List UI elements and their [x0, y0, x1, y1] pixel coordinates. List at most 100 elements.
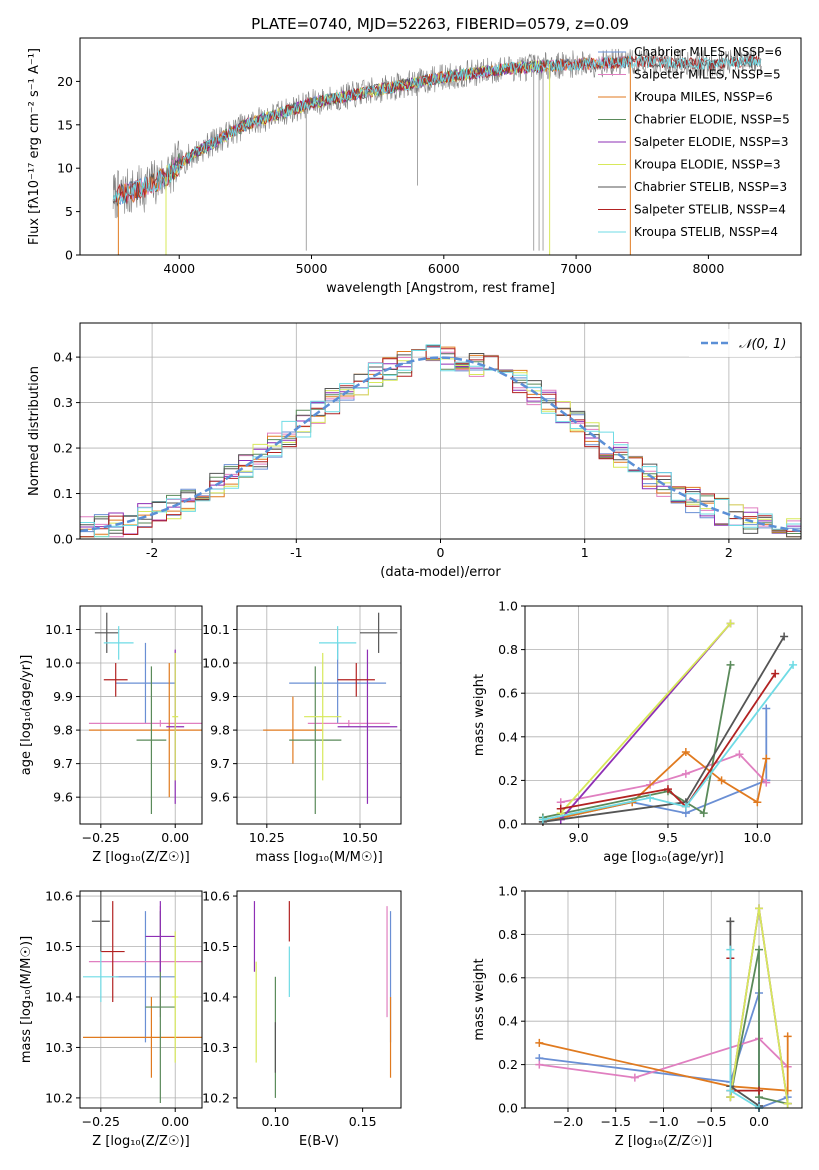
weight-vs-Z-line-chabrier-elodie — [729, 949, 788, 1105]
residuals-ytick-label: 0.2 — [53, 441, 73, 456]
weight-vs-age-point-kroupa-stelib — [681, 802, 690, 811]
spectrum-ylabel: Flux [fλ10⁻¹⁷ erg cm⁻² s⁻¹ A⁻¹] — [27, 48, 42, 245]
weight-vs-Z-xlabel: Z [log₁₀(Z/Z☉)] — [615, 1134, 712, 1149]
mass-vs-Z-xtick-label: −0.25 — [82, 1114, 120, 1129]
weight-vs-age-xtick-label: 9.0 — [569, 830, 589, 845]
mass-vs-EBV-ytick-label: 10.4 — [202, 989, 230, 1004]
age-vs-mass-ytick-label: 9.8 — [210, 723, 230, 738]
weight-vs-age-line-kroupa-elodie — [560, 622, 732, 814]
age-vs-mass-panel: 10.25 10.50 9.6 9.7 9.8 9.9 10.0 10.1 mass [log₁… — [202, 605, 402, 865]
age-vs-mass-plot-area — [263, 612, 398, 814]
spectrum-ytick-label: 0 — [65, 248, 73, 263]
age-vs-Z-panel: −0.25 0.00 9.6 9.7 9.8 9.9 10.0 10.1 Z [log₁₀(Z/… — [19, 605, 203, 865]
weight-vs-age-point-kroupa-stelib — [538, 815, 547, 824]
spectrum-xtick-label: 6000 — [428, 261, 460, 276]
age-vs-Z-xtick-label: −0.25 — [82, 830, 120, 845]
spectrum-legend-label: Salpeter STELIB, NSSP=4 — [634, 203, 786, 217]
weight-vs-age-point-chabrier-miles — [762, 704, 771, 713]
spectrum-legend-label: Chabrier STELIB, NSSP=3 — [634, 180, 787, 194]
weight-vs-Z-xtick-label: −2.0 — [553, 1114, 583, 1129]
spectrum-legend-label: Salpeter ELODIE, NSSP=3 — [634, 135, 789, 149]
weight-vs-Z-ylabel: mass weight — [472, 958, 487, 1040]
weight-vs-Z-ytick-label: 0.0 — [498, 1101, 518, 1116]
weight-vs-age-line-salpeter-stelib — [560, 673, 776, 810]
mass-vs-EBV-ytick-label: 10.2 — [202, 1090, 230, 1105]
weight-vs-Z-point-kroupa-miles — [783, 1032, 792, 1041]
weight-vs-age-line-kroupa-miles — [542, 750, 768, 823]
residuals-xtick-label: 1 — [581, 545, 589, 560]
mass-vs-EBV-panel: 0.10 0.15 10.2 10.3 10.4 10.5 10.6 E(B-V) — [202, 889, 402, 1149]
weight-vs-age-ytick-label: 0.4 — [498, 729, 518, 744]
weight-vs-Z-point-salpeter-miles — [535, 1060, 544, 1069]
weight-vs-age-point-chabrier-stelib — [780, 632, 789, 641]
weight-vs-age-ytick-label: 0.6 — [498, 686, 518, 701]
weight-vs-age-ytick-label: 0.2 — [498, 773, 518, 788]
spectrum-ytick-label: 5 — [65, 204, 73, 219]
spectrum-legend-label: Chabrier MILES, NSSP=6 — [634, 45, 782, 59]
weight-vs-age-point-chabrier-elodie — [726, 660, 735, 669]
weight-vs-Z-point-salpeter-miles — [630, 1073, 639, 1082]
residuals-xtick-label: 2 — [725, 545, 733, 560]
mass-vs-Z-ytick-label: 10.3 — [45, 1040, 73, 1055]
spectrum-legend-label: Salpeter MILES, NSSP=5 — [634, 68, 781, 82]
residuals-panel: -2 -1 0 1 2 0.0 0.1 0.2 0.3 0.4 (data-model)/error… — [27, 322, 802, 580]
weight-vs-age-point-kroupa-miles — [753, 798, 762, 807]
weight-vs-age-point-salpeter-miles — [762, 778, 771, 787]
mass-vs-Z-ytick-label: 10.5 — [45, 939, 73, 954]
mass-vs-EBV-xtick-label: 0.15 — [349, 1114, 377, 1129]
residuals-plot-area — [80, 344, 801, 538]
weight-vs-age-point-salpeter-miles — [735, 750, 744, 759]
weight-vs-Z-ytick-label: 0.4 — [498, 1014, 518, 1029]
weight-vs-age-frame — [524, 605, 803, 825]
age-vs-Z-xtick-label: 0.00 — [161, 830, 189, 845]
weight-vs-age-point-kroupa-stelib — [789, 660, 798, 669]
spectrum-xtick-label: 4000 — [163, 261, 195, 276]
weight-vs-age-point-salpeter-stelib — [663, 785, 672, 794]
mass-vs-EBV-xlabel: E(B-V) — [299, 1134, 339, 1149]
age-vs-Z-ytick-label: 9.6 — [53, 790, 73, 805]
age-vs-mass-ytick-label: 9.7 — [210, 756, 230, 771]
weight-vs-Z-xtick-label: −1.0 — [648, 1114, 678, 1129]
mass-vs-EBV-ytick-label: 10.5 — [202, 939, 230, 954]
age-vs-mass-ytick-label: 9.6 — [210, 790, 230, 805]
weight-vs-age-point-kroupa-miles — [681, 748, 690, 757]
weight-vs-age-xtick-label: 9.5 — [658, 830, 678, 845]
weight-vs-age-point-kroupa-elodie — [726, 619, 735, 628]
residuals-xtick-label: 0 — [437, 545, 445, 560]
age-vs-Z-ytick-label: 10.1 — [45, 622, 73, 637]
residuals-legend-label: 𝒩(0, 1) — [739, 337, 786, 352]
age-vs-Z-xlabel: Z [log₁₀(Z/Z☉)] — [92, 850, 189, 865]
weight-vs-age-point-salpeter-miles — [681, 769, 690, 778]
age-vs-Z-plot-area — [88, 612, 202, 814]
weight-vs-Z-point-kroupa-stelib — [726, 1086, 735, 1095]
mass-vs-EBV-ytick-label: 10.3 — [202, 1040, 230, 1055]
mass-vs-Z-ytick-label: 10.2 — [45, 1090, 73, 1105]
weight-vs-Z-point-salpeter-stelib — [755, 1086, 764, 1095]
mass-vs-Z-xlabel: Z [log₁₀(Z/Z☉)] — [92, 1134, 189, 1149]
residuals-ylabel: Normed distribution — [27, 366, 42, 496]
mass-vs-Z-plot-area — [82, 891, 202, 1103]
spectrum-ytick-label: 15 — [57, 117, 73, 132]
spectrum-model-chabrier-stelib — [112, 55, 762, 207]
weight-vs-Z-xtick-label: −1.5 — [601, 1114, 631, 1129]
weight-vs-age-xlabel: age [log₁₀(age/yr)] — [603, 850, 724, 865]
spectrum-ytick-label: 20 — [57, 74, 73, 89]
weight-vs-age-point-kroupa-miles — [762, 754, 771, 763]
mass-vs-Z-panel: −0.25 0.00 10.2 10.3 10.4 10.5 10.6 Z [log₁₀(Z/… — [19, 889, 203, 1149]
weight-vs-age-xtick-label: 10.0 — [743, 830, 771, 845]
spectrum-frame — [79, 37, 802, 256]
residuals-ytick-label: 0.1 — [53, 486, 73, 501]
age-vs-mass-xtick-label: 10.50 — [342, 830, 378, 845]
age-vs-Z-ytick-label: 9.9 — [53, 689, 73, 704]
weight-vs-Z-ytick-label: 1.0 — [498, 884, 518, 899]
age-vs-mass-xtick-label: 10.25 — [249, 830, 285, 845]
weight-vs-age-point-kroupa-miles — [717, 776, 726, 785]
weight-vs-Z-ytick-label: 0.8 — [498, 927, 518, 942]
weight-vs-Z-point-kroupa-miles — [535, 1038, 544, 1047]
weight-vs-age-point-salpeter-stelib — [771, 669, 780, 678]
age-vs-Z-ytick-label: 9.8 — [53, 723, 73, 738]
weight-vs-Z-plot-area — [535, 904, 792, 1112]
mass-vs-EBV-xtick-label: 0.10 — [261, 1114, 289, 1129]
